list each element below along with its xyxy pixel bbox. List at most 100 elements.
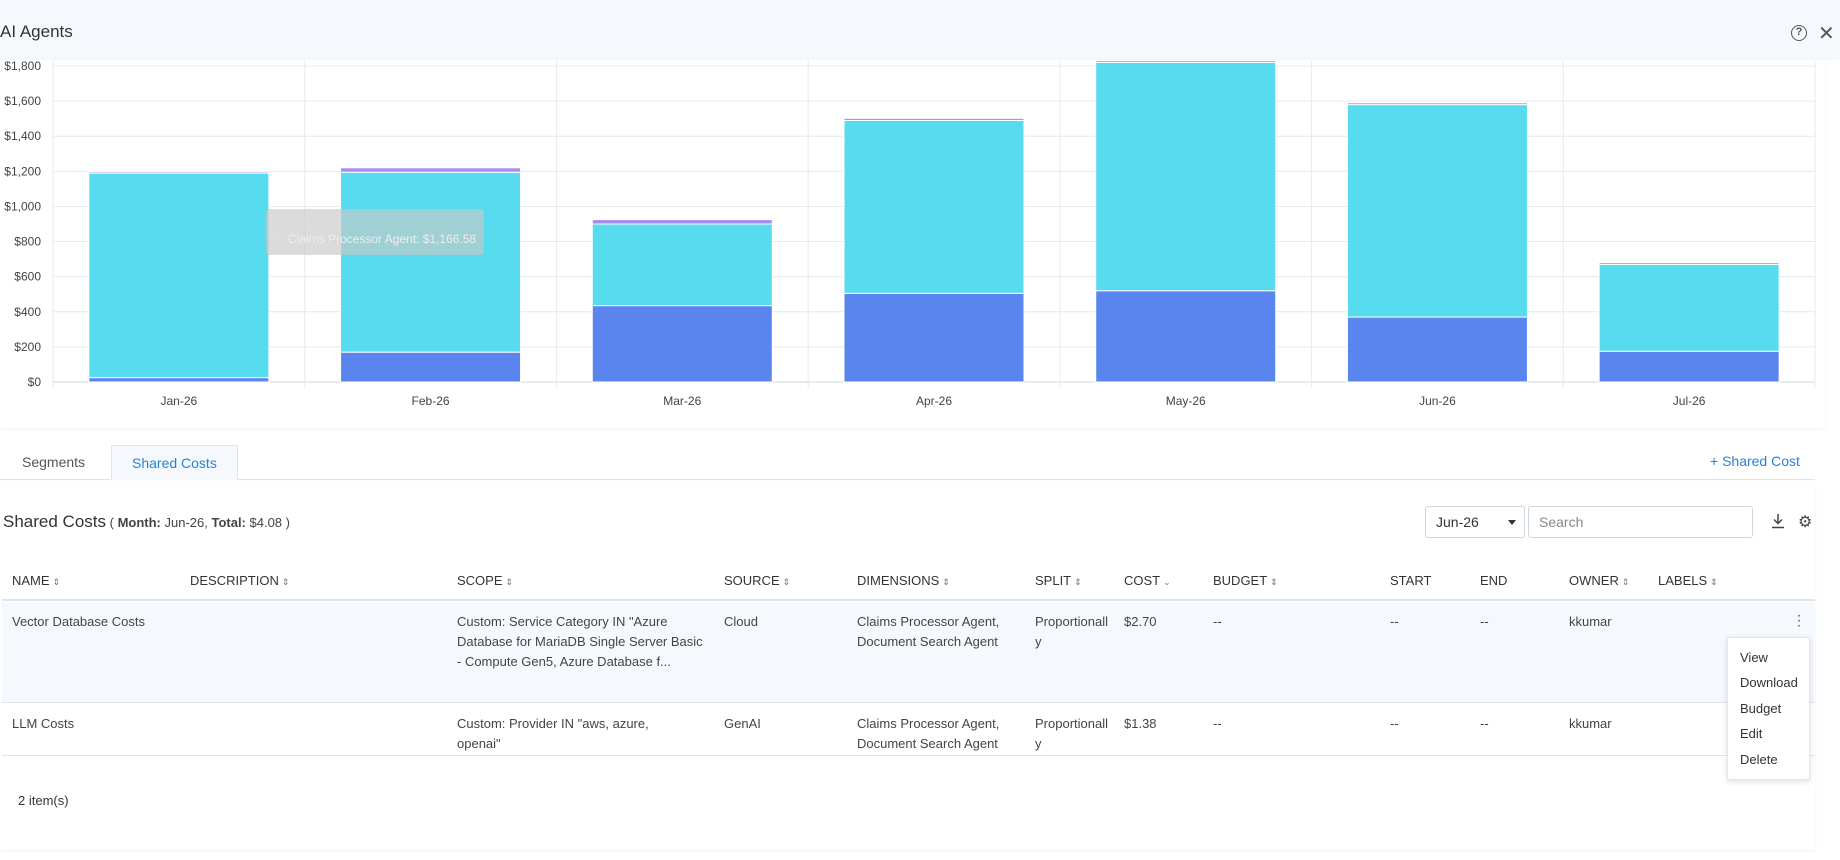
cell-start: -- (1390, 716, 1399, 731)
y-tick-label: $1,600 (4, 94, 41, 108)
col-cost[interactable]: COST ⌄ (1124, 573, 1171, 588)
bar-segment (1598, 350, 1780, 383)
bar-segment (340, 351, 522, 383)
bar-segment (88, 171, 270, 174)
bar-segment (1346, 316, 1528, 383)
bar-segment (1095, 60, 1277, 63)
y-tick-label: $800 (14, 235, 41, 249)
gear-icon[interactable]: ⚙ (1798, 514, 1813, 531)
help-icon[interactable]: ? (1791, 25, 1807, 41)
table-row[interactable]: LLM Costs Custom: Provider IN "aws, azur… (2, 704, 1815, 756)
cell-cost: $1.38 (1124, 716, 1157, 731)
cell-cost: $2.70 (1124, 614, 1157, 629)
cell-name: LLM Costs (12, 716, 75, 731)
col-dimensions[interactable]: DIMENSIONS ⇕ (857, 573, 950, 588)
menu-item-view[interactable]: View (1740, 650, 1768, 665)
shared-costs-card: Shared Costs ( Month: Jun-26, Total: $4.… (0, 486, 1815, 850)
col-owner[interactable]: OWNER ⇕ (1569, 573, 1630, 588)
bar-segment (1598, 262, 1780, 265)
download-icon[interactable] (1771, 513, 1785, 529)
shared-costs-heading: Shared Costs (3, 512, 106, 531)
search-input[interactable] (1528, 506, 1753, 538)
cell-end: -- (1480, 614, 1489, 629)
cell-dimensions: Claims Processor Agent, Document Search … (857, 614, 1000, 649)
menu-item-delete[interactable]: Delete (1740, 752, 1778, 767)
cell-split: Proportionally (1035, 716, 1108, 751)
add-shared-cost-button[interactable]: + Shared Cost (1710, 453, 1800, 469)
table-header: NAME ⇕ DESCRIPTION ⇕ SCOPE ⇕ SOURCE ⇕ DIMENS… (2, 558, 1815, 601)
bar-segment (843, 119, 1025, 294)
table-row[interactable]: Vector Database Costs Custom: Service Ca… (2, 602, 1815, 703)
bar-segment (591, 223, 773, 307)
menu-item-edit[interactable]: Edit (1740, 726, 1763, 741)
item-count: 2 item(s) (18, 793, 69, 808)
bar-segment (88, 172, 270, 379)
y-tick-label: $1,400 (4, 129, 41, 143)
col-source[interactable]: SOURCE ⇕ (724, 573, 791, 588)
col-description[interactable]: DESCRIPTION ⇕ (190, 573, 290, 588)
page-title: AI Agents (0, 22, 73, 41)
bar-segment (843, 117, 1025, 121)
menu-item-download[interactable]: Download (1740, 675, 1798, 690)
bar-segment (1346, 104, 1528, 318)
tab-shared-costs[interactable]: Shared Costs (111, 445, 238, 480)
menu-item-budget[interactable]: Budget (1740, 701, 1782, 716)
tooltip-text: Claims Processor Agent: $1,166.58 (288, 232, 477, 246)
tooltip-value: Claims Processor Agent: $1,166.58 (274, 232, 476, 246)
bar-segment (1095, 61, 1277, 292)
cell-budget: -- (1213, 716, 1222, 731)
chevron-down-icon (1508, 520, 1516, 525)
row-actions-icon[interactable]: ⋮ (1792, 612, 1806, 628)
month-select[interactable]: Jun-26 (1425, 506, 1525, 538)
cell-budget: -- (1213, 614, 1222, 629)
x-tick-label: Jun-26 (1419, 394, 1456, 408)
shared-costs-meta: ( Month: Jun-26, Total: $4.08 ) (106, 515, 290, 530)
cell-name: Vector Database Costs (12, 614, 145, 629)
top-bar: AI Agents ? ✕ (0, 0, 1840, 60)
col-scope[interactable]: SCOPE ⇕ (457, 573, 514, 588)
bar-segment (88, 377, 270, 383)
chart-card: $0 $200 $400 $600 $800 $1,000 $1,200 $1,400 $1,6… (0, 60, 1825, 428)
cell-owner: kkumar (1569, 614, 1612, 629)
y-tick-label: $400 (14, 305, 41, 319)
x-tick-label: Jan-26 (161, 394, 198, 408)
cell-owner: kkumar (1569, 716, 1612, 731)
cell-scope: Custom: Provider IN "aws, azure, openai" (457, 716, 649, 751)
tooltip-title: Jan-26 (274, 215, 308, 227)
bar-segment (591, 305, 773, 383)
cell-end: -- (1480, 716, 1489, 731)
bar-segment (1095, 290, 1277, 383)
col-start: START (1390, 573, 1432, 588)
bar-segment (340, 171, 522, 353)
cell-dimensions: Claims Processor Agent, Document Search … (857, 716, 1000, 751)
y-tick-label: $600 (14, 270, 41, 284)
close-icon[interactable]: ✕ (1818, 23, 1835, 45)
cell-scope: Custom: Service Category IN "Azure Datab… (457, 614, 703, 669)
bar-segment (591, 219, 773, 225)
stacked-bar-chart: $0 $200 $400 $600 $800 $1,000 $1,200 $1,400 $1,6… (4, 60, 1816, 408)
tab-segments[interactable]: Segments (22, 454, 86, 470)
bar-segment (340, 167, 522, 173)
x-tick-label: Jul-26 (1673, 394, 1706, 408)
y-tick-label: $1,200 (4, 164, 41, 178)
y-tick-label: $200 (14, 340, 41, 354)
month-select-value: Jun-26 (1436, 514, 1479, 530)
bar-segment (843, 292, 1025, 383)
x-tick-label: Mar-26 (663, 394, 701, 408)
cell-source: GenAI (724, 716, 761, 731)
shared-costs-title: Shared Costs ( Month: Jun-26, Total: $4.… (3, 512, 290, 532)
tooltip-swatch (274, 235, 282, 243)
x-tick-label: Feb-26 (412, 394, 450, 408)
col-name[interactable]: NAME ⇕ (12, 573, 61, 588)
col-end: END (1480, 573, 1508, 588)
x-tick-label: May-26 (1166, 394, 1206, 408)
bar-segment (1598, 263, 1780, 352)
col-labels[interactable]: LABELS ⇕ (1658, 573, 1718, 588)
chart-tooltip: Jan-26 Claims Processor Agent: $1,166.58 (266, 209, 484, 255)
col-split[interactable]: SPLIT ⇕ (1035, 573, 1082, 588)
y-tick-label: $1,800 (4, 60, 41, 73)
y-tick-label: $1,000 (4, 199, 41, 213)
cell-split: Proportionally (1035, 614, 1108, 649)
col-budget[interactable]: BUDGET ⇕ (1213, 573, 1278, 588)
cell-start: -- (1390, 614, 1399, 629)
